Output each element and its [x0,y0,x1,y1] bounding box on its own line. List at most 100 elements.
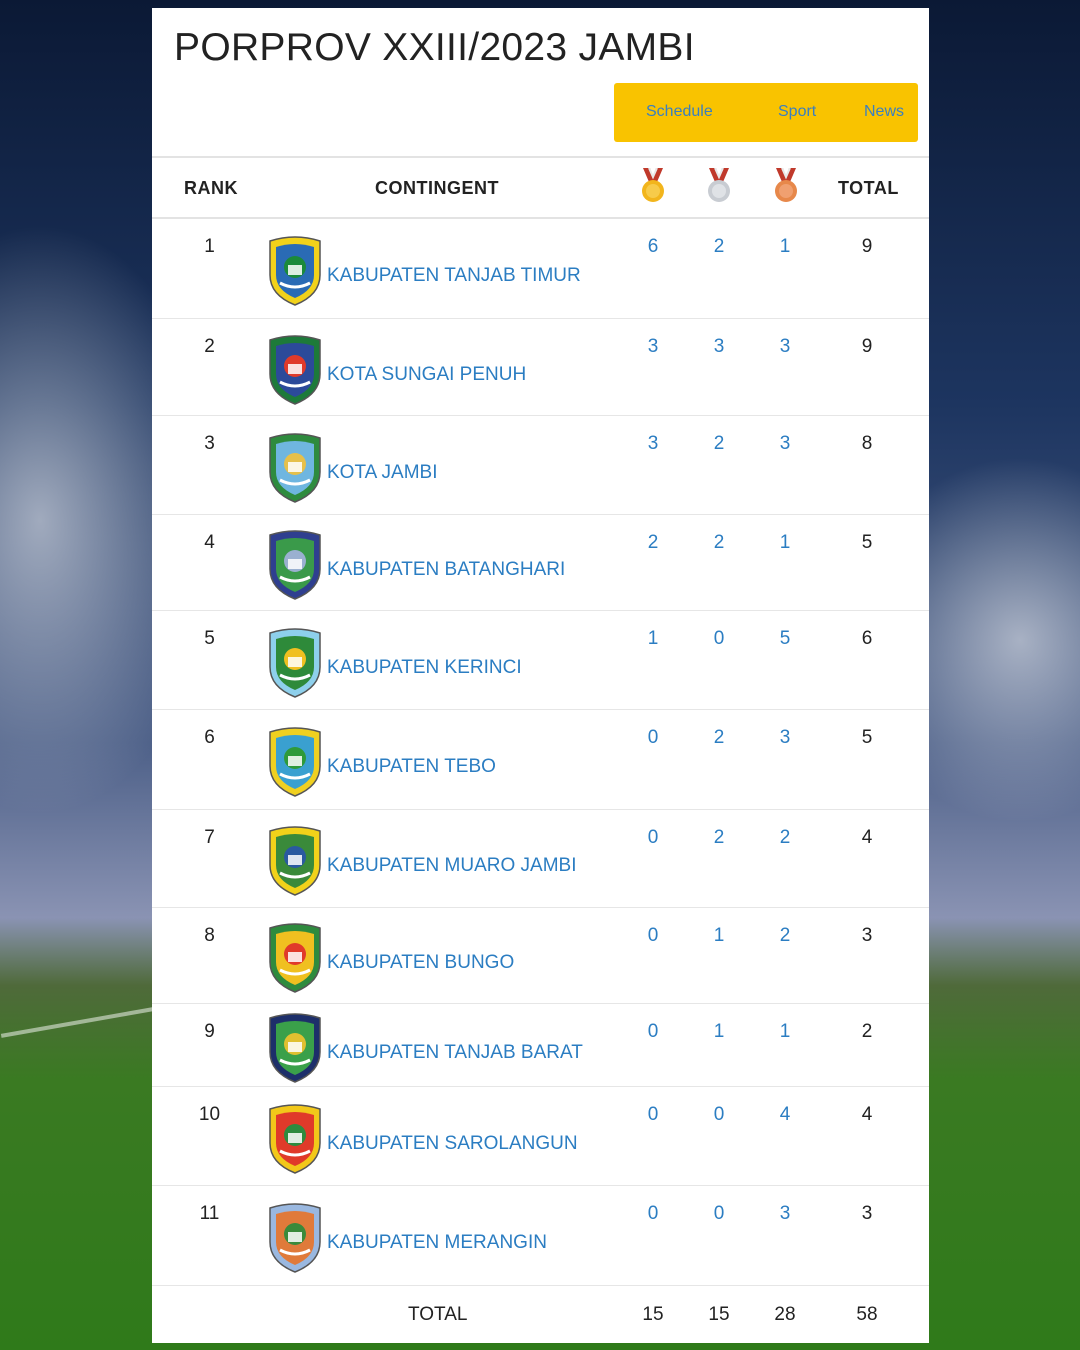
muaro-jambi-emblem-icon [269,826,321,896]
total-count: 5 [861,727,873,748]
total-count: 4 [861,1104,873,1125]
table-row[interactable]: 8 KABUPATEN BUNGO 0 1 2 3 [152,907,929,1004]
table-row[interactable]: 6 KABUPATEN TEBO 0 2 3 5 [152,709,929,810]
gold-count[interactable]: 0 [647,1021,659,1042]
gold-count[interactable]: 3 [647,336,659,357]
total-count: 4 [861,827,873,848]
silver-count[interactable]: 3 [713,336,725,357]
gold-count[interactable]: 6 [647,236,659,257]
bronze-count[interactable]: 1 [779,532,791,553]
rank-cell: 4 [204,532,215,553]
column-header-rank: RANK [184,178,238,198]
gold-medal-icon [642,168,664,202]
total-count: 6 [861,628,873,649]
table-row[interactable]: 1 KABUPATEN TANJAB TIMUR 6 2 1 9 [152,218,929,319]
kota-jambi-emblem-icon [269,432,321,503]
table-row[interactable]: 11 KABUPATEN MERANGIN 0 0 3 3 [152,1185,929,1286]
silver-count[interactable]: 2 [713,433,725,454]
table-row[interactable]: 7 KABUPATEN MUARO JAMBI 0 2 2 4 [152,809,929,908]
contingent-name-link[interactable]: KOTA SUNGAI PENUH [327,363,527,385]
silver-medal-icon [708,168,730,202]
footer-grand-total: 58 [856,1304,878,1325]
rank-cell: 6 [204,727,215,748]
bronze-count[interactable]: 5 [779,628,791,649]
bronze-count[interactable]: 2 [779,827,791,848]
gold-count[interactable]: 3 [647,433,659,454]
footer-bronze-total: 28 [774,1304,796,1325]
tanjab-timur-emblem-icon [269,236,321,306]
contingent-name-link[interactable]: KABUPATEN TANJAB TIMUR [327,265,581,286]
silver-count[interactable]: 2 [713,236,725,257]
table-row[interactable]: 10 KABUPATEN SAROLANGUN 0 0 4 4 [152,1086,929,1186]
contingent-name-link[interactable]: KOTA JAMBI [327,461,438,483]
total-count: 5 [861,532,873,553]
nav-sport-link[interactable]: Sport [778,103,817,120]
page-title: PORPROV XXIII/2023 JAMBI [174,26,695,69]
silver-count[interactable]: 1 [713,925,725,946]
merangin-emblem-icon [269,1203,321,1273]
gold-count[interactable]: 1 [647,628,659,649]
bronze-count[interactable]: 1 [779,1021,791,1042]
contingent-name-link[interactable]: KABUPATEN SAROLANGUN [327,1132,578,1154]
silver-count[interactable]: 2 [713,532,725,553]
tanjab-barat-emblem-icon [269,1012,321,1083]
silver-count[interactable]: 0 [713,1104,725,1125]
rank-cell: 9 [204,1021,215,1042]
silver-count[interactable]: 2 [713,727,725,748]
contingent-name-link[interactable]: KABUPATEN TANJAB BARAT [327,1041,583,1063]
header-divider-bottom [152,217,929,219]
contingent-name-link[interactable]: KABUPATEN BATANGHARI [327,559,566,580]
rank-cell: 7 [204,827,215,848]
bronze-count[interactable]: 3 [779,727,791,748]
gold-count[interactable]: 0 [647,925,659,946]
total-count: 8 [861,433,873,454]
silver-count[interactable]: 2 [713,827,725,848]
contingent-name-link[interactable]: KABUPATEN TEBO [327,756,496,777]
rank-cell: 10 [198,1104,221,1125]
table-row[interactable]: 3 KOTA JAMBI 3 2 3 8 [152,415,929,515]
kerinci-emblem-icon [269,627,321,698]
silver-count[interactable]: 1 [713,1021,725,1042]
gold-count[interactable]: 0 [647,1203,659,1224]
bronze-count[interactable]: 4 [779,1104,791,1125]
table-row[interactable]: 4 KABUPATEN BATANGHARI 2 2 1 5 [152,514,929,611]
bronze-count[interactable]: 3 [779,433,791,454]
gold-count[interactable]: 0 [647,827,659,848]
bungo-emblem-icon [269,923,321,993]
contingent-name-link[interactable]: KABUPATEN MERANGIN [327,1232,547,1253]
footer-total-label: TOTAL [408,1304,468,1325]
bronze-count[interactable]: 3 [779,1203,791,1224]
rank-cell: 1 [204,236,215,257]
silver-count[interactable]: 0 [713,1203,725,1224]
bronze-count[interactable]: 2 [779,925,791,946]
nav-schedule-link[interactable]: Schedule [646,103,713,120]
gold-count[interactable]: 2 [647,532,659,553]
sungai-penuh-emblem-icon [269,334,321,405]
total-count: 2 [861,1021,873,1042]
nav-news-link[interactable]: News [864,103,905,120]
contingent-name-link[interactable]: KABUPATEN BUNGO [327,952,515,973]
table-row[interactable]: 9 KABUPATEN TANJAB BARAT 0 1 1 2 [152,1003,929,1087]
footer-gold-total: 15 [642,1304,664,1325]
rank-cell: 11 [199,1203,220,1224]
tebo-emblem-icon [269,727,321,797]
sarolangun-emblem-icon [269,1103,321,1174]
table-row[interactable]: 2 KOTA SUNGAI PENUH 3 3 3 9 [152,318,929,416]
bronze-count[interactable]: 1 [779,236,791,257]
gold-count[interactable]: 0 [647,727,659,748]
total-count: 3 [861,925,873,946]
total-count: 9 [861,336,873,357]
contingent-name-link[interactable]: KABUPATEN MUARO JAMBI [327,855,577,876]
silver-count[interactable]: 0 [713,628,725,649]
bronze-count[interactable]: 3 [779,336,791,357]
contingent-name-link[interactable]: KABUPATEN KERINCI [327,656,522,678]
rank-cell: 3 [204,433,215,454]
bronze-medal-icon [775,168,797,202]
gold-count[interactable]: 0 [647,1104,659,1125]
header-divider-top [152,156,929,158]
batanghari-emblem-icon [269,530,321,600]
rank-cell: 2 [204,336,215,357]
nav-bar: Schedule Sport News [614,83,918,142]
table-row[interactable]: 5 KABUPATEN KERINCI 1 0 5 6 [152,610,929,710]
column-header-contingent: CONTINGENT [375,178,499,198]
